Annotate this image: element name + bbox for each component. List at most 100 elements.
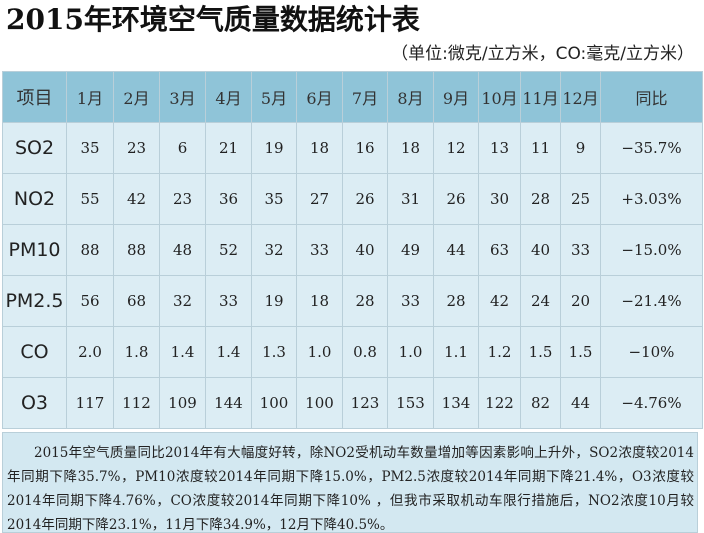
- header-month-9: 9月: [433, 71, 479, 123]
- value-cell: 1.8: [113, 326, 160, 378]
- value-cell: 2.0: [66, 326, 114, 378]
- row-label: PM10: [2, 224, 67, 276]
- air-quality-table: 项目 1月 2月 3月 4月 5月 6月 7月 8月 9月 10月 11月 12…: [2, 71, 703, 429]
- value-cell: 109: [159, 377, 206, 429]
- value-cell: 44: [560, 377, 601, 429]
- value-cell: 49: [387, 224, 434, 276]
- value-cell: 112: [113, 377, 160, 429]
- value-cell: 88: [66, 224, 114, 276]
- value-cell: 32: [159, 275, 206, 327]
- yoy-cell: −10%: [600, 326, 703, 378]
- yoy-cell: +3.03%: [600, 173, 703, 225]
- header-month-11: 11月: [520, 71, 561, 123]
- header-month-5: 5月: [251, 71, 297, 123]
- value-cell: 82: [520, 377, 561, 429]
- table-row: PM10 88 88 48 52 32 33 40 49 44 63 40 33 −15.0%: [2, 224, 703, 276]
- value-cell: 28: [520, 173, 561, 225]
- value-cell: 42: [113, 173, 160, 225]
- value-cell: 33: [387, 275, 434, 327]
- value-cell: 19: [251, 275, 297, 327]
- value-cell: 55: [66, 173, 114, 225]
- value-cell: 1.3: [251, 326, 297, 378]
- value-cell: 21: [205, 122, 252, 174]
- yoy-cell: −35.7%: [600, 122, 703, 174]
- value-cell: 63: [478, 224, 521, 276]
- value-cell: 36: [205, 173, 252, 225]
- value-cell: 100: [296, 377, 343, 429]
- table-header-row: 项目 1月 2月 3月 4月 5月 6月 7月 8月 9月 10月 11月 12…: [2, 71, 703, 123]
- row-label: NO2: [2, 173, 67, 225]
- value-cell: 25: [560, 173, 601, 225]
- row-label: O3: [2, 377, 67, 429]
- value-cell: 52: [205, 224, 252, 276]
- table-row: O3 117 112 109 144 100 100 123 153 134 122 82 44 −4.7…: [2, 377, 703, 429]
- table-row: CO 2.0 1.8 1.4 1.4 1.3 1.0 0.8 1.0 1.1 1.2 1.5 1.5 −1…: [2, 326, 703, 378]
- header-month-8: 8月: [387, 71, 434, 123]
- value-cell: 35: [66, 122, 114, 174]
- yoy-cell: −21.4%: [600, 275, 703, 327]
- value-cell: 20: [560, 275, 601, 327]
- value-cell: 9: [560, 122, 601, 174]
- value-cell: 35: [251, 173, 297, 225]
- value-cell: 33: [205, 275, 252, 327]
- header-month-3: 3月: [159, 71, 206, 123]
- value-cell: 12: [433, 122, 479, 174]
- page-title: 2015年环境空气质量数据统计表: [6, 3, 420, 36]
- value-cell: 1.2: [478, 326, 521, 378]
- value-cell: 24: [520, 275, 561, 327]
- header-month-7: 7月: [342, 71, 388, 123]
- value-cell: 134: [433, 377, 479, 429]
- value-cell: 23: [113, 122, 160, 174]
- value-cell: 32: [251, 224, 297, 276]
- value-cell: 18: [296, 275, 343, 327]
- value-cell: 68: [113, 275, 160, 327]
- table-row: PM2.5 56 68 32 33 19 18 28 33 28 42 24 20 −21.4%: [2, 275, 703, 327]
- header-month-12: 12月: [560, 71, 601, 123]
- table-row: SO2 35 23 6 21 19 18 16 18 12 13 11 9 −35.7%: [2, 122, 703, 174]
- value-cell: 0.8: [342, 326, 388, 378]
- value-cell: 1.0: [387, 326, 434, 378]
- value-cell: 44: [433, 224, 479, 276]
- value-cell: 144: [205, 377, 252, 429]
- value-cell: 117: [66, 377, 114, 429]
- value-cell: 33: [296, 224, 343, 276]
- value-cell: 123: [342, 377, 388, 429]
- value-cell: 13: [478, 122, 521, 174]
- value-cell: 88: [113, 224, 160, 276]
- value-cell: 1.1: [433, 326, 479, 378]
- value-cell: 42: [478, 275, 521, 327]
- yoy-cell: −15.0%: [600, 224, 703, 276]
- value-cell: 30: [478, 173, 521, 225]
- value-cell: 1.5: [560, 326, 601, 378]
- value-cell: 19: [251, 122, 297, 174]
- header-month-6: 6月: [296, 71, 343, 123]
- value-cell: 48: [159, 224, 206, 276]
- header-yoy: 同比: [600, 71, 703, 123]
- value-cell: 31: [387, 173, 434, 225]
- value-cell: 40: [342, 224, 388, 276]
- value-cell: 56: [66, 275, 114, 327]
- value-cell: 33: [560, 224, 601, 276]
- header-month-1: 1月: [66, 71, 114, 123]
- unit-note: （单位:微克/立方米，CO:毫克/立方米）: [391, 44, 694, 64]
- value-cell: 28: [342, 275, 388, 327]
- value-cell: 27: [296, 173, 343, 225]
- value-cell: 1.4: [159, 326, 206, 378]
- row-label: SO2: [2, 122, 67, 174]
- value-cell: 11: [520, 122, 561, 174]
- value-cell: 6: [159, 122, 206, 174]
- value-cell: 16: [342, 122, 388, 174]
- value-cell: 153: [387, 377, 434, 429]
- row-label: CO: [2, 326, 67, 378]
- value-cell: 18: [387, 122, 434, 174]
- value-cell: 1.5: [520, 326, 561, 378]
- value-cell: 40: [520, 224, 561, 276]
- header-item: 项目: [2, 71, 67, 123]
- value-cell: 26: [433, 173, 479, 225]
- value-cell: 23: [159, 173, 206, 225]
- value-cell: 28: [433, 275, 479, 327]
- value-cell: 1.4: [205, 326, 252, 378]
- summary-note: 2015年空气质量同比2014年有大幅度好转，除NO2受机动车数量增加等因素影响…: [2, 432, 698, 533]
- yoy-cell: −4.76%: [600, 377, 703, 429]
- header-month-4: 4月: [205, 71, 252, 123]
